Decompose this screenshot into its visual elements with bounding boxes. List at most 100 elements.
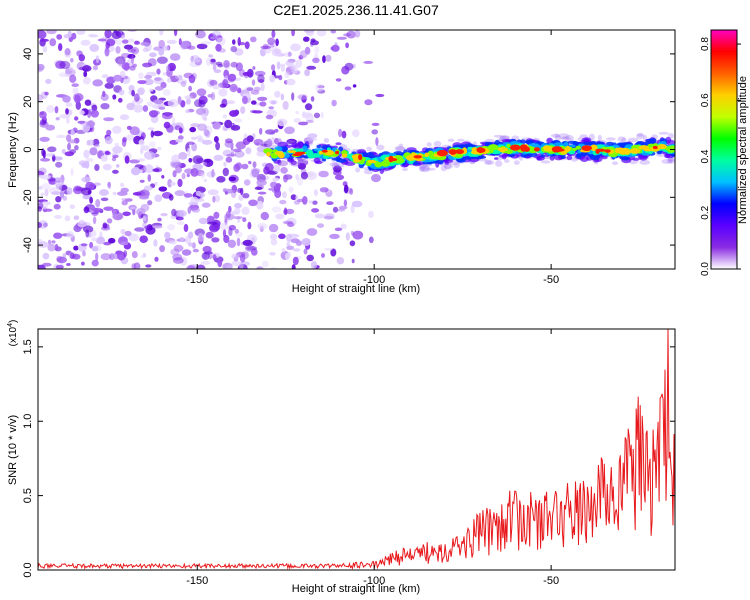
spectrogram-noise-blob [118, 97, 123, 103]
spectrogram-noise-blob [186, 173, 190, 178]
spectrogram-noise-blob [154, 256, 159, 262]
spectrogram-noise-blob [282, 100, 289, 110]
spectrogram-signal-blob [647, 143, 656, 147]
spectrogram-noise-blob [188, 242, 194, 247]
spectrogram-noise-blob [134, 93, 140, 102]
spectrogram-noise-blob [282, 191, 287, 199]
spectrogram-noise-blob [188, 158, 193, 163]
spectrogram-noise-blob [42, 262, 52, 267]
spectrogram-noise-blob [144, 225, 151, 230]
spectrogram-noise-blob [107, 181, 111, 188]
spectrogram-noise-blob [144, 75, 153, 79]
spectrogram-noise-blob [203, 129, 210, 137]
spectrogram-signal-blob [612, 161, 619, 165]
spectrogram-noise-blob [295, 194, 299, 201]
spectrogram-noise-blob [168, 194, 174, 201]
spectrogram-noise-blob [200, 172, 205, 179]
spectrogram-noise-blob [70, 129, 75, 136]
spectrogram-noise-blob [154, 167, 163, 173]
spectrogram-noise-blob [338, 205, 348, 210]
spectrogram-noise-blob [280, 93, 285, 101]
spectrogram-signal-blob [389, 158, 398, 162]
spectrogram-signal-blob [321, 158, 327, 162]
spectrogram-noise-blob [131, 263, 137, 269]
spectrogram-noise-blob [222, 114, 227, 119]
colorbar: 0.0 0.2 0.4 0.6 0.8 Normalized spectral ampl… [700, 29, 749, 276]
spectrogram-noise-blob [231, 260, 241, 267]
spectrogram-noise-blob [82, 65, 92, 72]
spectrogram-signal-blob [476, 147, 484, 153]
spectrogram-noise-blob [251, 168, 260, 178]
x-tick-label: -150 [186, 575, 208, 587]
spectrogram-noise-blob [124, 230, 132, 237]
spectrogram-noise-blob [241, 95, 248, 105]
spectrogram-signal-blob [504, 159, 510, 163]
spectrogram-noise-blob [212, 122, 221, 130]
spectrogram-noise-blob [191, 142, 198, 152]
spectrogram-noise-blob [54, 214, 62, 219]
spectrogram-noise-blob [68, 66, 74, 71]
spectrogram-noise-blob [299, 50, 308, 59]
spectrogram-signal-blob [331, 157, 343, 161]
spectrogram-noise-blob [257, 74, 265, 83]
spectrogram-noise-blob [274, 184, 282, 188]
spectrogram-noise-blob [352, 129, 360, 138]
spectrogram-noise-blob [73, 245, 79, 251]
spectrogram-x-label: Height of straight line (km) [292, 283, 420, 295]
spectrogram-noise-blob [144, 151, 155, 160]
spectrogram-signal-blob [550, 133, 561, 138]
spectrogram-noise-blob [214, 194, 221, 203]
spectrogram-noise-blob [234, 118, 243, 123]
spectrogram-noise-blob [38, 30, 47, 39]
spectrogram-noise-blob [185, 109, 190, 114]
spectrogram-noise-blob [314, 213, 325, 219]
spectrogram-noise-blob [248, 199, 258, 207]
spectrogram-noise-blob [215, 61, 223, 66]
y-tick-label: -20 [22, 189, 34, 205]
spectrogram-noise-blob [186, 45, 196, 50]
spectrogram-noise-blob [178, 152, 188, 160]
spectrogram-noise-blob [73, 215, 80, 220]
spectrogram-noise-blob [51, 240, 56, 244]
spectrogram-noise-blob [288, 186, 294, 193]
spectrogram-noise-blob [83, 71, 88, 78]
spectrogram-noise-blob [291, 65, 299, 74]
spectrogram-noise-blob [350, 204, 355, 214]
spectrogram-noise-blob [271, 64, 276, 71]
spectrogram-noise-blob [345, 232, 350, 241]
spectrogram-noise-blob [112, 191, 117, 196]
spectrogram-noise-blob [101, 74, 109, 79]
spectrogram-noise-blob [72, 253, 81, 260]
spectrogram-noise-blob [109, 253, 115, 261]
snr-y-label: SNR (10 * v/v) [7, 415, 19, 485]
spectrogram-noise-blob [212, 84, 220, 90]
spectrogram-noise-blob [259, 101, 267, 107]
spectrogram-noise-blob [81, 261, 85, 266]
spectrogram-signal-blob [313, 157, 321, 163]
spectrogram-noise-blob [330, 30, 337, 34]
spectrogram-noise-blob [128, 233, 139, 242]
spectrogram-noise-blob [336, 36, 347, 40]
spectrogram-noise-blob [47, 243, 56, 252]
spectrogram-noise-blob [116, 164, 120, 168]
spectrogram-noise-blob [78, 54, 86, 62]
spectrogram-noise-blob [108, 182, 111, 190]
spectrogram-noise-blob [241, 206, 250, 215]
spectrogram-noise-blob [55, 264, 64, 269]
spectrogram-noise-blob [208, 54, 214, 58]
spectrogram-x-ticks: -150 -100 -50 [186, 30, 559, 286]
spectrogram-signal-blob [426, 142, 432, 147]
spectrogram-noise-blob [346, 30, 356, 39]
spectrogram-noise-blob [244, 41, 250, 50]
spectrogram-noise-blob [89, 147, 98, 156]
spectrogram-noise-blob [271, 206, 282, 213]
spectrogram-noise-blob [46, 105, 55, 113]
spectrogram-noise-blob [197, 123, 208, 131]
spectrogram-noise-blob [243, 133, 248, 140]
spectrogram-signal-blob [668, 158, 675, 164]
spectrogram-noise-blob [239, 253, 246, 263]
spectrogram-noise-blob [104, 47, 110, 57]
spectrogram-noise-blob [197, 138, 205, 143]
spectrogram-noise-blob [292, 256, 299, 266]
spectrogram-noise-blob [160, 213, 168, 217]
